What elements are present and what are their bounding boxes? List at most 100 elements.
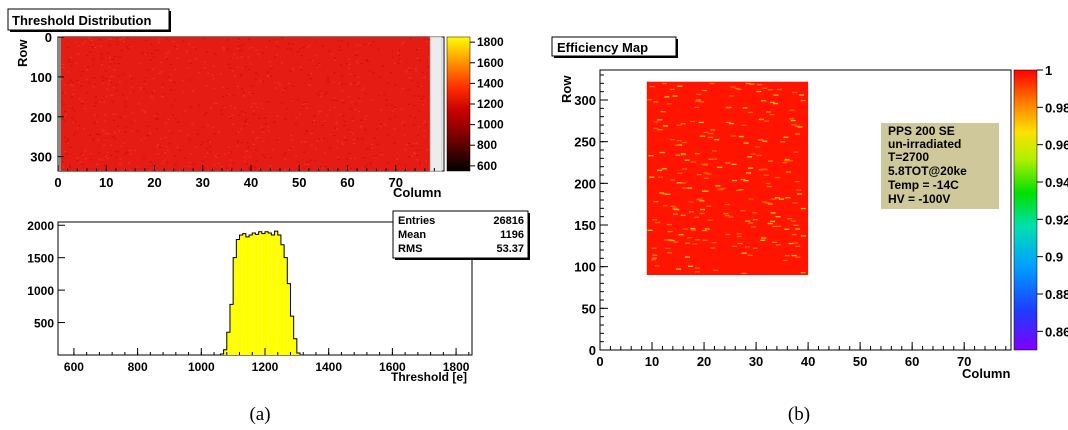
map-pixel [348,63,351,66]
map-pixel [76,127,79,129]
map-pixel [200,144,202,146]
eff-pixel [700,135,706,137]
eff-pixel [699,212,705,215]
map-pixel [257,53,260,55]
eff-pixel [758,169,764,171]
eff-pixel [669,139,675,141]
map-pixel [112,119,115,121]
map-pixel [379,125,382,128]
eff-pixel [732,245,738,247]
hist-bar [271,234,275,355]
map-pixel [391,110,394,112]
eff-pixel [764,120,770,122]
map-pixel [270,75,272,77]
map-pixel [247,167,250,169]
eff-pixel [761,201,767,203]
map-pixel [194,48,197,50]
map-pixel [354,157,357,159]
map-pixel [201,141,204,143]
map-pixel [387,134,390,136]
eff-pixel [784,158,790,161]
map-pixel [397,52,400,54]
map-pixel [228,152,231,154]
map-pixel [317,112,320,115]
map-pixel [130,122,133,124]
eff-pixel [682,187,688,189]
map-pixel [188,166,191,168]
map-pixel [367,43,370,45]
palette-tick-label: 1200 [477,97,504,111]
eff-pixel [667,230,673,233]
palette-ticks: 1800 1600 1400 1200 1000 800 600 [470,35,504,173]
map-pixel [412,142,415,145]
map-pixel [241,67,244,69]
eff-pixel [696,99,701,101]
map-pixel [167,51,170,53]
map-pixel [124,131,127,133]
map-pixel [251,46,254,49]
map-pixel [316,65,319,67]
map-pixel [69,146,72,148]
eff-pixel [746,172,751,174]
map-pixel [365,148,368,150]
hist-x-tick-label: 800 [128,360,148,374]
map-pixel [190,107,193,109]
map-pixel [159,37,162,39]
eff-pixel [780,141,786,143]
eff-pixel [664,96,670,98]
map-pixel [300,141,303,143]
map-pixel [63,120,66,122]
map-pixel [95,114,98,116]
map-pixel [157,49,160,51]
eff-pixel [674,144,680,146]
map-pixel [422,71,424,74]
map-x-tick-label: 0 [54,175,61,190]
map-pixel [105,155,108,157]
map-pixel [391,50,394,52]
map-pixel [220,109,223,111]
map-pixel [383,93,386,95]
map-pixel [341,90,344,92]
map-pixel [367,61,370,63]
eff-pixel [747,254,753,256]
eff-pixel [663,125,668,127]
hist-y-tick-label: 1000 [27,284,54,298]
map-pixel [162,83,165,85]
eff-pixel [783,136,789,138]
eff-pixel [654,265,660,267]
map-pixel [365,60,368,62]
map-pixel [101,129,104,131]
eff-pixel [647,99,653,101]
map-pixel [143,111,146,113]
map-pixel [156,143,159,145]
map-pixel [154,118,157,120]
map-pixel [371,99,374,101]
map-pixel [240,142,243,144]
threshold-map: 0 10 20 30 40 50 60 70 0 100 200 300 [30,30,445,190]
map-pixel [92,86,95,88]
map-pixel [114,151,117,153]
map-pixel [257,74,259,76]
map-pixel [355,51,358,53]
map-pixel [274,56,277,58]
eff-pixel [751,226,757,228]
map-pixel [291,139,294,141]
map-pixel [267,74,270,76]
eff-pixel [776,88,782,91]
map-pixel [358,111,361,113]
map-pixel [117,62,120,64]
map-pixel [157,153,160,155]
eff-pixel [756,90,762,93]
map-pixel [408,69,411,71]
eff-pixel [691,229,696,231]
map-pixel [111,101,114,103]
hist-bar [226,332,230,355]
map-pixel [393,128,396,130]
map-pixel [62,67,65,69]
eff-pixel [696,93,702,96]
map-pixel [361,89,364,91]
map-pixel [251,93,254,95]
map-pixel [270,65,272,67]
map-pixel [143,80,146,82]
map-pixel [295,155,298,157]
